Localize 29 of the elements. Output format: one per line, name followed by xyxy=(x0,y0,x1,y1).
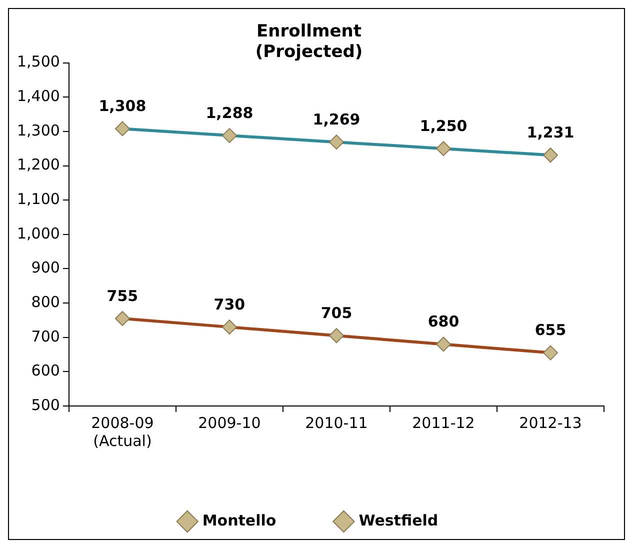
x-tick-label: 2012-13 xyxy=(519,414,582,432)
data-label: 1,231 xyxy=(526,124,574,142)
y-tick-label: 800 xyxy=(31,292,60,311)
y-tick-label: 1,000 xyxy=(16,224,60,242)
chart-title: Enrollment (Projected) xyxy=(255,22,363,62)
y-tick-label: 1,500 xyxy=(16,52,60,71)
data-label: 1,269 xyxy=(312,110,360,128)
legend-label: Montello xyxy=(202,511,276,530)
y-tick-label: 500 xyxy=(31,396,60,414)
y-tick-label: 1,400 xyxy=(16,87,60,106)
data-label: 755 xyxy=(106,286,138,305)
y-tick-label: 1,100 xyxy=(16,190,60,208)
legend-label: Westfield xyxy=(358,511,438,530)
data-label: 1,308 xyxy=(98,97,146,116)
x-tick-label: 2009-10 xyxy=(198,414,261,432)
data-label: 680 xyxy=(428,312,460,331)
y-tick-label: 700 xyxy=(31,327,60,346)
y-tick-label: 900 xyxy=(31,258,60,277)
data-label: 655 xyxy=(534,321,566,340)
x-tick-label: 2008-09 (Actual) xyxy=(91,414,154,450)
x-tick-label: 2011-12 xyxy=(412,414,475,432)
y-tick-label: 1,300 xyxy=(16,121,60,140)
data-label: 1,250 xyxy=(420,116,468,135)
data-label: 1,288 xyxy=(206,104,254,122)
data-label: 705 xyxy=(320,304,352,322)
x-tick-label: 2010-11 xyxy=(305,414,368,432)
data-label: 730 xyxy=(214,295,246,314)
y-tick-label: 600 xyxy=(31,362,60,380)
y-tick-label: 1,200 xyxy=(16,156,60,174)
